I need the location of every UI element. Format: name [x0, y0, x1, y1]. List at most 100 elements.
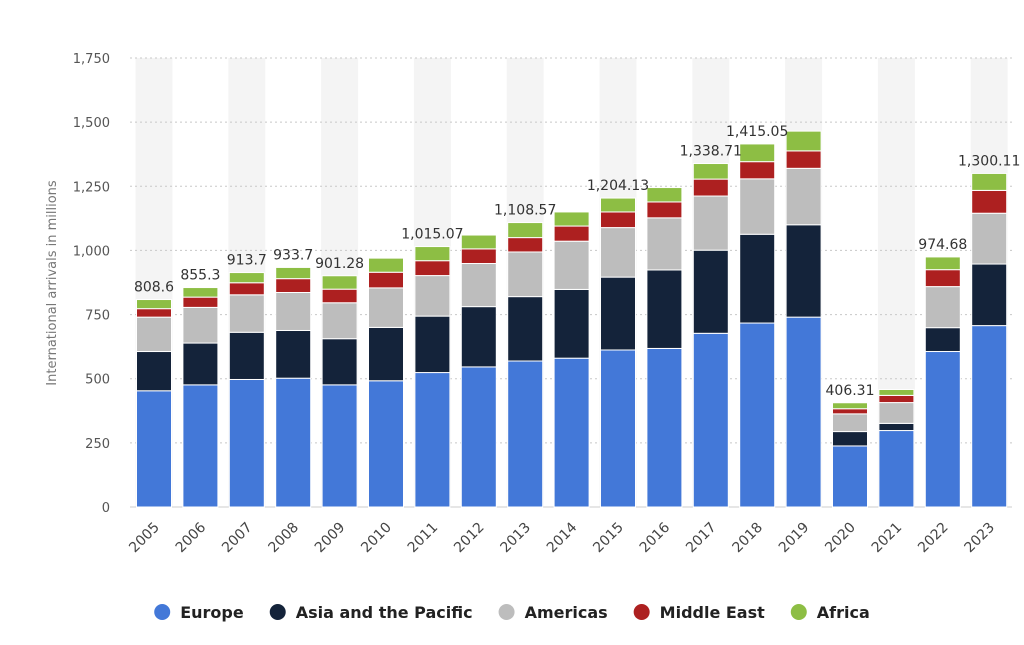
bar-segment-americas[interactable]	[924, 286, 961, 329]
bar-segment-asia-and-the-pacific[interactable]	[878, 422, 915, 432]
bar-segment-europe[interactable]	[692, 332, 729, 508]
bar-segment-asia-and-the-pacific[interactable]	[553, 288, 590, 359]
bar-segment-europe[interactable]	[553, 357, 590, 508]
bar-segment-europe[interactable]	[368, 380, 404, 508]
bar-segment-middle-east[interactable]	[414, 260, 451, 277]
bar-segment-asia-and-the-pacific[interactable]	[507, 296, 544, 362]
bar-segment-africa[interactable]	[924, 256, 961, 271]
bar-segment-europe[interactable]	[321, 384, 358, 508]
bar-segment-europe[interactable]	[460, 366, 497, 508]
legend-item-americas[interactable]: Americas	[498, 603, 608, 622]
bar-segment-asia-and-the-pacific[interactable]	[414, 315, 451, 374]
legend-item-africa[interactable]: Africa	[790, 603, 870, 622]
bar-segment-europe[interactable]	[507, 360, 544, 508]
bar-segment-americas[interactable]	[460, 263, 497, 308]
bar-segment-americas[interactable]	[368, 287, 404, 328]
bar-segment-middle-east[interactable]	[368, 271, 404, 289]
bar-segment-africa[interactable]	[136, 299, 172, 310]
bar-segment-americas[interactable]	[321, 302, 358, 340]
bar-segment-africa[interactable]	[785, 130, 822, 152]
bar-segment-americas[interactable]	[971, 212, 1008, 265]
bar-segment-americas[interactable]	[136, 316, 172, 353]
bar-segment-americas[interactable]	[414, 275, 451, 317]
bar-segment-americas[interactable]	[692, 195, 729, 251]
bar-segment-africa[interactable]	[460, 234, 497, 250]
bar-segment-europe[interactable]	[414, 372, 451, 508]
bar-segment-middle-east[interactable]	[553, 225, 590, 242]
bar-segment-africa[interactable]	[228, 272, 265, 284]
bar-segment-africa[interactable]	[600, 197, 636, 213]
bar-segment-africa[interactable]	[368, 257, 404, 273]
bar-segment-middle-east[interactable]	[321, 288, 358, 304]
bar-segment-asia-and-the-pacific[interactable]	[368, 326, 404, 382]
bar-segment-asia-and-the-pacific[interactable]	[182, 342, 219, 386]
bar-segment-europe[interactable]	[600, 349, 636, 508]
bar-segment-asia-and-the-pacific[interactable]	[924, 327, 961, 353]
bar-segment-asia-and-the-pacific[interactable]	[739, 233, 776, 324]
bar-segment-middle-east[interactable]	[692, 178, 729, 197]
bar-segment-africa[interactable]	[739, 143, 776, 163]
bar-segment-africa[interactable]	[321, 275, 358, 290]
bar-segment-middle-east[interactable]	[228, 282, 265, 296]
bar-segment-africa[interactable]	[878, 388, 915, 396]
bar-segment-middle-east[interactable]	[924, 269, 961, 288]
legend-item-europe[interactable]: Europe	[154, 603, 244, 622]
bar-segment-europe[interactable]	[646, 347, 683, 508]
bar-segment-europe[interactable]	[136, 390, 172, 508]
bar-segment-middle-east[interactable]	[275, 278, 312, 294]
legend-item-middle-east[interactable]: Middle East	[633, 603, 765, 622]
bar-segment-americas[interactable]	[553, 240, 590, 290]
bar-segment-europe[interactable]	[228, 378, 265, 508]
bar-segment-europe[interactable]	[785, 316, 822, 508]
bar-segment-middle-east[interactable]	[600, 211, 636, 229]
bar-segment-americas[interactable]	[878, 402, 915, 424]
bar-segment-asia-and-the-pacific[interactable]	[275, 329, 312, 379]
bar-segment-europe[interactable]	[739, 322, 776, 508]
bar-segment-asia-and-the-pacific[interactable]	[228, 331, 265, 380]
bar-segment-americas[interactable]	[507, 251, 544, 298]
bar-segment-africa[interactable]	[832, 402, 868, 410]
bar-segment-middle-east[interactable]	[182, 296, 219, 308]
bar-segment-asia-and-the-pacific[interactable]	[136, 351, 172, 392]
bar-segment-asia-and-the-pacific[interactable]	[321, 338, 358, 386]
bar-segment-middle-east[interactable]	[832, 408, 868, 415]
bar-segment-middle-east[interactable]	[136, 308, 172, 318]
bar-segment-americas[interactable]	[182, 306, 219, 344]
bar-segment-asia-and-the-pacific[interactable]	[832, 431, 868, 447]
bar-segment-africa[interactable]	[275, 266, 312, 280]
bar-segment-middle-east[interactable]	[460, 248, 497, 265]
bar-segment-middle-east[interactable]	[785, 150, 822, 169]
bar-segment-asia-and-the-pacific[interactable]	[785, 224, 822, 318]
bar-segment-americas[interactable]	[785, 167, 822, 226]
bar-segment-middle-east[interactable]	[739, 161, 776, 180]
bar-segment-africa[interactable]	[646, 187, 683, 203]
bar-segment-europe[interactable]	[832, 445, 868, 508]
bar-segment-americas[interactable]	[275, 292, 312, 331]
bar-segment-africa[interactable]	[507, 222, 544, 239]
bar-segment-europe[interactable]	[275, 377, 312, 508]
legend-item-asia-and-the-pacific[interactable]: Asia and the Pacific	[269, 603, 473, 622]
bar-segment-americas[interactable]	[600, 227, 636, 278]
bar-segment-asia-and-the-pacific[interactable]	[646, 269, 683, 349]
bar-segment-africa[interactable]	[553, 211, 590, 227]
bar-segment-europe[interactable]	[971, 325, 1008, 508]
bar-segment-africa[interactable]	[971, 172, 1008, 191]
bar-segment-middle-east[interactable]	[507, 237, 544, 253]
bar-segment-africa[interactable]	[182, 287, 219, 298]
bar-segment-asia-and-the-pacific[interactable]	[692, 249, 729, 334]
bar-segment-middle-east[interactable]	[646, 201, 683, 219]
bar-segment-americas[interactable]	[228, 294, 265, 333]
bar-segment-europe[interactable]	[182, 384, 219, 508]
bar-segment-asia-and-the-pacific[interactable]	[600, 276, 636, 351]
bar-segment-europe[interactable]	[878, 430, 915, 508]
bar-segment-americas[interactable]	[739, 178, 776, 235]
bar-segment-africa[interactable]	[692, 163, 729, 180]
bar-segment-americas[interactable]	[646, 217, 683, 271]
bar-segment-africa[interactable]	[414, 246, 451, 262]
bar-segment-americas[interactable]	[832, 413, 868, 433]
bar-segment-asia-and-the-pacific[interactable]	[460, 306, 497, 368]
bar-segment-middle-east[interactable]	[971, 189, 1008, 214]
bar-segment-middle-east[interactable]	[878, 394, 915, 404]
bar-segment-asia-and-the-pacific[interactable]	[971, 263, 1008, 327]
bar-segment-europe[interactable]	[924, 351, 961, 508]
